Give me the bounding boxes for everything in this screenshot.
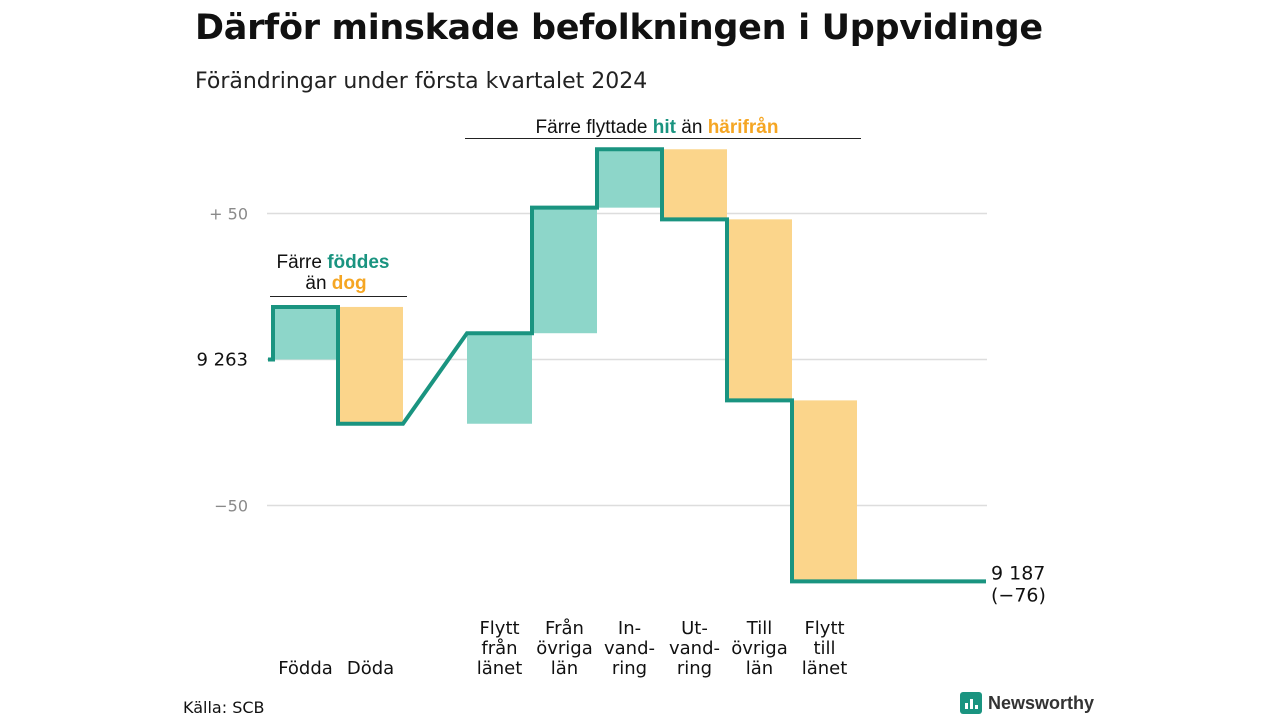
step-line bbox=[268, 147, 986, 584]
births-annotation-line1: Färre föddes bbox=[277, 252, 390, 273]
axis-labels: + 50 9 263 −50 Födda Döda Flytt från länet Från ö… bbox=[196, 205, 1045, 680]
brand-logo[interactable]: Newsworthy bbox=[960, 692, 1094, 714]
migration-annotation-text: Färre flyttade hit än härifrån bbox=[536, 117, 779, 138]
start-value-label: 9 263 bbox=[196, 350, 248, 371]
category-label: Döda bbox=[347, 658, 394, 679]
chart-subtitle: Förändringar under första kvartalet 2024 bbox=[195, 69, 648, 94]
category-label: Ut-vand-ring bbox=[669, 618, 720, 679]
end-change-label: (−76) bbox=[991, 584, 1046, 606]
chart-title: Därför minskade befolkningen i Uppviding… bbox=[195, 8, 1043, 48]
waterfall-bar bbox=[792, 400, 857, 582]
end-value-label: 9 187 bbox=[991, 562, 1045, 584]
y-tick-label: −50 bbox=[214, 497, 248, 516]
births-annotation: Färre föddes än dog bbox=[270, 252, 407, 297]
category-label: Flytt från länet bbox=[477, 618, 523, 679]
waterfall-bar bbox=[467, 333, 532, 424]
category-label: Från övriga län bbox=[536, 618, 593, 679]
births-annotation-highlight: föddes bbox=[327, 252, 389, 273]
births-annotation-prefix: Färre bbox=[277, 252, 322, 273]
y-tick-label: + 50 bbox=[209, 205, 248, 224]
waterfall-bar bbox=[597, 149, 662, 208]
waterfall-bar bbox=[338, 306, 403, 424]
waterfall-bar bbox=[662, 149, 727, 220]
category-label: Flytt till länet bbox=[802, 618, 848, 679]
migration-annotation-middle: än bbox=[681, 117, 702, 138]
category-label: Födda bbox=[278, 658, 333, 679]
category-label: Till övriga län bbox=[731, 618, 788, 679]
waterfall-bar bbox=[532, 207, 597, 334]
births-annotation-line2: än dog bbox=[305, 273, 366, 294]
newsworthy-logo-icon bbox=[960, 692, 982, 714]
bars bbox=[273, 149, 857, 582]
waterfall-bar bbox=[273, 306, 338, 360]
brand-name: Newsworthy bbox=[988, 692, 1095, 713]
migration-annotation: Färre flyttade hit än härifrån bbox=[465, 117, 861, 139]
births-annotation-prefix2: än bbox=[305, 273, 326, 294]
category-label: In-vand-ring bbox=[604, 618, 655, 679]
migration-annotation-prefix: Färre flyttade bbox=[536, 117, 648, 138]
source-note: Källa: SCB bbox=[183, 698, 265, 717]
cumulative-step-line bbox=[268, 147, 986, 584]
births-annotation-highlight2: dog bbox=[332, 273, 367, 294]
waterfall-bar bbox=[727, 219, 792, 401]
migration-annotation-hit: hit bbox=[653, 117, 677, 138]
migration-annotation-harifran: härifrån bbox=[708, 117, 779, 138]
